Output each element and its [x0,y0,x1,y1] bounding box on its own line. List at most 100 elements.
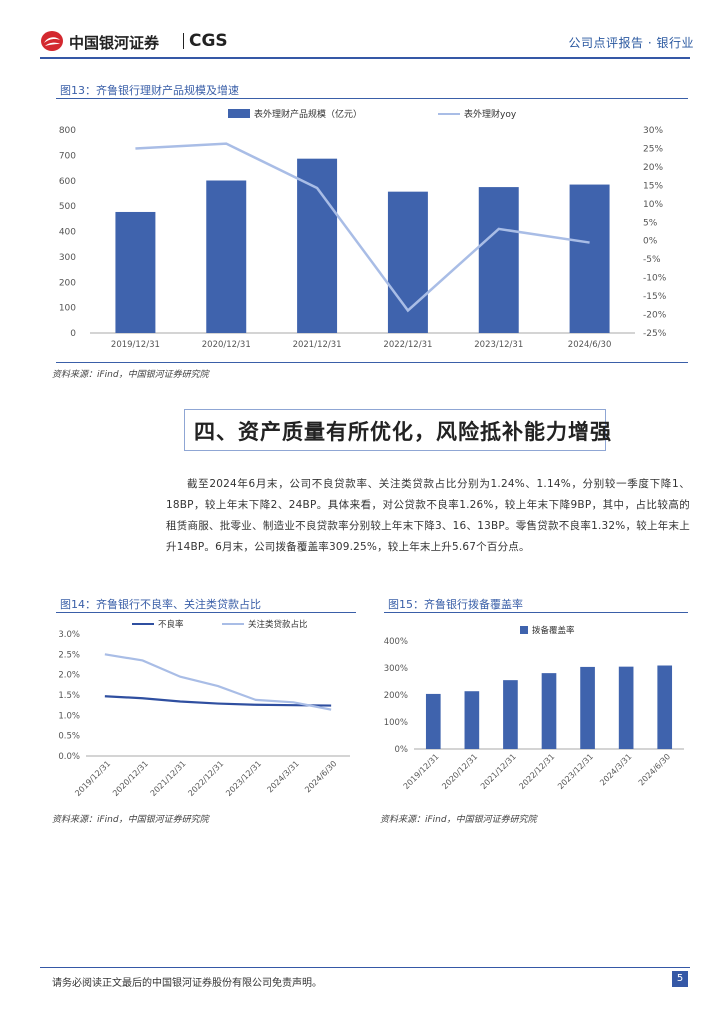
y-left-tick-label: 800 [59,126,76,136]
x-tick-label: 2022/12/31 [517,752,556,791]
y-right-tick-label: 30% [643,126,663,136]
y-left-tick-label: 300 [59,253,76,263]
legend-swatch-bar [228,109,250,118]
y-tick-label: 0.5% [58,732,80,742]
x-tick-label: 2024/6/30 [303,759,338,794]
x-tick-label: 2019/12/31 [111,340,160,350]
x-tick-label: 2022/12/31 [383,340,432,350]
logo-mark-icon [41,31,63,51]
series-line-yoy [135,142,590,313]
y-right-tick-label: 10% [643,200,663,210]
y-tick-label: 1.5% [58,691,80,701]
series-line [104,653,332,711]
fig13-chart: 表外理财产品规模（亿元） 表外理财yoy 0 100 200 300 400 500 600 70… [59,108,667,350]
section-title: 四、资产质量有所优化，风险抵补能力增强 [194,420,612,444]
y-right-tick-label: -5% [643,255,661,265]
y-left-tick-label: 500 [59,202,76,212]
y-left-tick-label: 600 [59,177,76,187]
y-tick-label: 3.0% [58,630,80,640]
y-tick-label: 100% [384,718,408,728]
report-type: 公司点评报告 · 银行业 [568,36,694,50]
x-tick-label: 2020/12/31 [202,340,251,350]
x-tick-label: 2023/12/31 [474,340,523,350]
fig13-title: 图13：齐鲁银行理财产品规模及增速 [60,84,239,97]
y-right-tick-label: 25% [643,144,663,154]
y-left-tick-label: 200 [59,278,76,288]
y-right-tick-label: -20% [643,311,667,321]
header-rule [40,57,690,59]
y-tick-label: 1.0% [58,711,80,721]
section-title-box [184,409,606,451]
y-right-tick-label: 20% [643,163,663,173]
brand-name-en: CGS [189,31,228,51]
x-tick-label: 2024/6/30 [637,752,672,787]
y-tick-label: 0.0% [58,752,80,762]
footer-rule [40,967,690,968]
y-right-tick-label: 0% [643,237,658,247]
bar [206,180,247,333]
x-tick-label: 2022/12/31 [186,759,225,798]
series-line [104,695,332,707]
bar [503,680,518,749]
y-left-tick-label: 0 [70,329,76,339]
fig14-title: 图14：齐鲁银行不良率、关注类贷款占比 [60,598,261,611]
y-tick-label: 2.5% [58,650,80,660]
y-tick-label: 200% [384,691,408,701]
y-tick-label: 400% [384,637,408,647]
x-tick-label: 2019/12/31 [73,759,112,798]
bar [115,211,156,333]
bar [425,693,441,749]
x-tick-label: 2024/3/31 [265,759,300,794]
brand-divider [183,33,184,49]
y-right-tick-label: 15% [643,181,663,191]
brand-name-cn: 中国银河证券 [69,34,160,52]
x-tick-label: 2020/12/31 [440,752,479,791]
x-tick-label: 2023/12/31 [224,759,263,798]
legend-label-bar: 表外理财产品规模（亿元） [254,108,362,120]
legend-label: 不良率 [158,619,184,630]
fig15-chart: 拨备覆盖率 0% 100% 200% 300% 400% 2019/12/31 2020/12… [384,625,684,791]
fig13-bottom-rule [56,362,688,363]
y-right-tick-label: -25% [643,329,667,339]
x-tick-label: 2021/12/31 [293,340,342,350]
fig13-source: 资料来源：iFind，中国银河证券研究院 [52,370,209,380]
y-right-tick-label: 5% [643,218,658,228]
bar [541,673,557,749]
x-tick-label: 2021/12/31 [149,759,188,798]
fig14-title-rule [56,612,356,613]
x-tick-label: 2020/12/31 [111,759,150,798]
x-tick-label: 2019/12/31 [402,752,441,791]
bar [297,158,338,333]
fig13-title-rule [56,98,688,99]
x-tick-label: 2023/12/31 [556,752,595,791]
bar [569,184,610,333]
legend-swatch-bar [520,626,528,634]
x-tick-label: 2021/12/31 [479,752,518,791]
y-left-tick-label: 100 [59,304,76,314]
y-tick-label: 2.0% [58,671,80,681]
x-tick-label: 2024/6/30 [568,340,612,350]
x-tick-label: 2024/3/31 [598,752,633,787]
bar [464,691,480,749]
y-tick-label: 300% [384,664,408,674]
fig15-source: 资料来源：iFind，中国银河证券研究院 [380,815,537,825]
company-logo [40,30,64,52]
fig14-source: 资料来源：iFind，中国银河证券研究院 [52,815,209,825]
page-number: 5 [672,971,688,987]
bar [580,666,595,749]
y-left-tick-label: 400 [59,228,76,238]
legend-label: 拨备覆盖率 [532,625,575,636]
section-paragraph: 截至2024年6月末，公司不良贷款率、关注类贷款占比分别为1.24%、1.14%… [166,478,690,553]
bar [618,666,634,749]
footer-disclaimer: 请务必阅读正文最后的中国银河证券股份有限公司免责声明。 [52,978,322,989]
fig14-chart: 不良率 关注类贷款占比 0.0% 0.5% 1.0% 1.5% 2.0% 2.5% 3.0% 20… [58,619,350,798]
legend-label-line: 表外理财yoy [464,108,517,120]
bar [657,665,673,749]
y-tick-label: 0% [395,745,409,755]
y-right-tick-label: -15% [643,292,667,302]
y-left-tick-label: 700 [59,151,76,161]
fig15-title: 图15：齐鲁银行拨备覆盖率 [388,598,523,611]
fig15-title-rule [384,612,688,613]
bar [478,187,519,333]
y-right-tick-label: -10% [643,274,667,284]
